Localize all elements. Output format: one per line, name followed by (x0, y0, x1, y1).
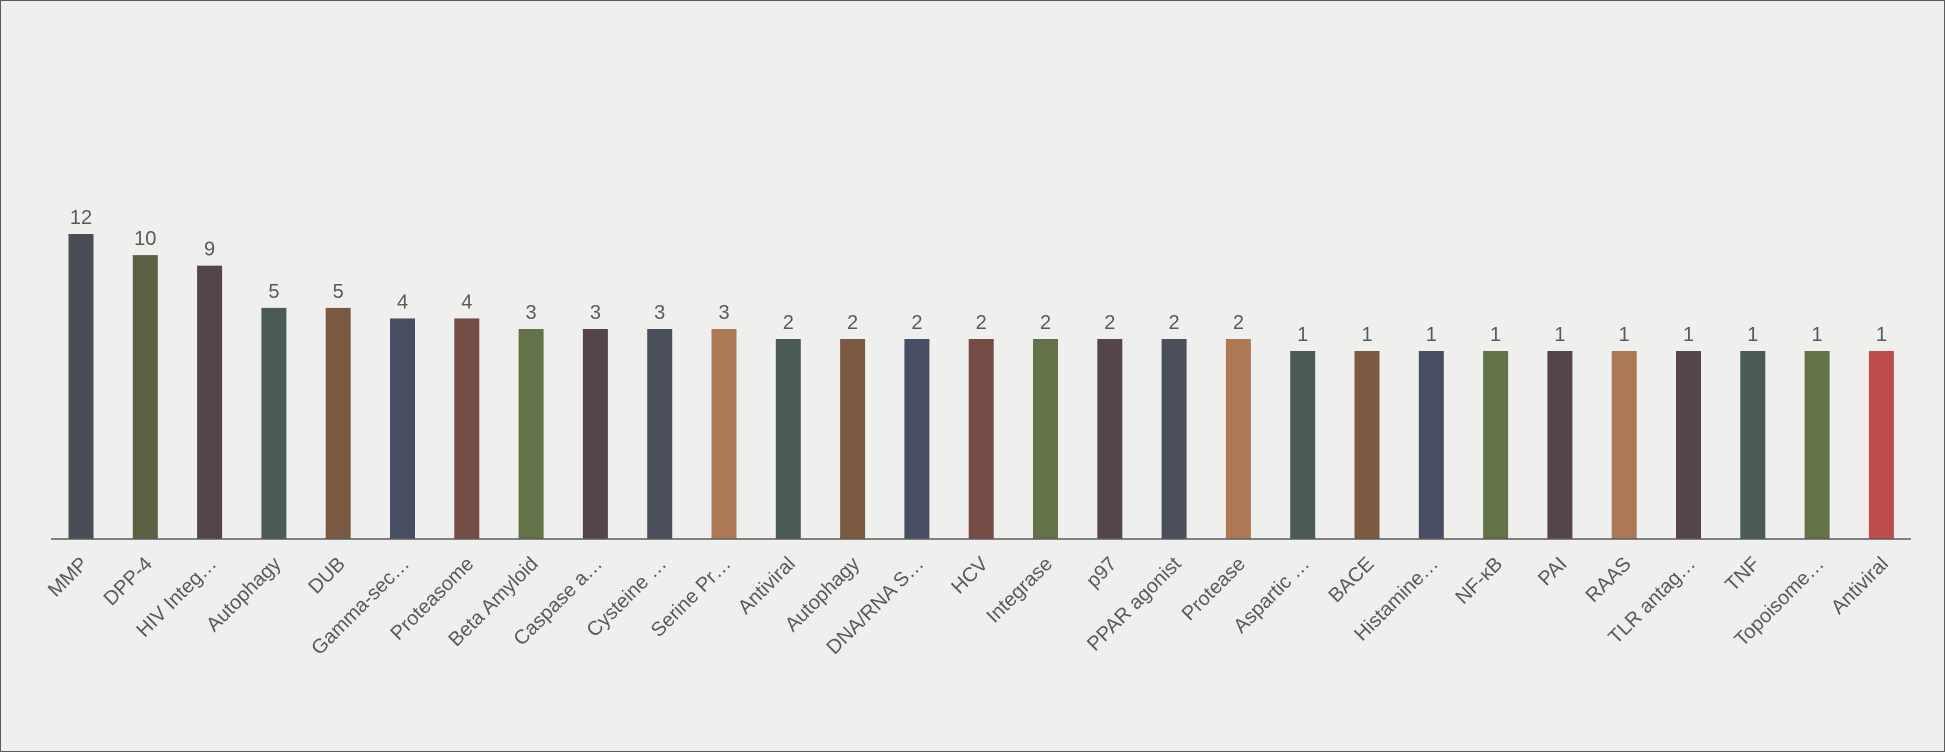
bar-value-label: 3 (654, 302, 665, 324)
x-tick-label: TNF (1721, 553, 1764, 596)
x-tick-label: Antiviral (734, 553, 800, 619)
bar-value-label: 1 (1426, 324, 1437, 346)
bar-value-label: 4 (461, 291, 472, 313)
bar-value-label: 3 (718, 302, 729, 324)
bar (1804, 351, 1830, 539)
x-tick-label: Antiviral (1827, 553, 1893, 619)
bar-value-label: 3 (526, 302, 537, 324)
bar (197, 265, 223, 539)
bar-value-label: 1 (1812, 324, 1823, 346)
bar (1225, 339, 1251, 539)
bar-value-label: 2 (847, 312, 858, 334)
bar-value-label: 2 (1169, 312, 1180, 334)
bar-value-label: 1 (1747, 324, 1758, 346)
bar (1418, 351, 1444, 539)
bar (1354, 351, 1380, 539)
bar (1611, 351, 1637, 539)
x-tick-label: RAAS (1582, 553, 1636, 607)
bar (711, 329, 737, 539)
value-labels-layer: 12 10 9 5 5 4 4 3 3 3 3 2 2 2 2 2 2 2 2 1 1 1 1 1 1 1 1 1 1 (70, 207, 1887, 346)
x-tick-label: DPP-4 (100, 553, 157, 610)
bar-value-label: 2 (1233, 312, 1244, 334)
bar (904, 339, 930, 539)
bar-value-label: 1 (1361, 324, 1372, 346)
bar-value-label: 1 (1490, 324, 1501, 346)
bar (775, 339, 801, 539)
bar-value-label: 1 (1554, 324, 1565, 346)
bar (1740, 351, 1766, 539)
bar (1290, 351, 1316, 539)
bar (68, 234, 94, 539)
x-tick-label: PAI (1534, 553, 1571, 590)
bar (1483, 351, 1509, 539)
x-tick-label: DUB (304, 553, 349, 598)
x-tick-label: p97 (1082, 553, 1121, 592)
bar (132, 255, 158, 539)
bar (454, 318, 480, 539)
bar-value-label: 1 (1683, 324, 1694, 346)
bar-value-label: 3 (590, 302, 601, 324)
bar (1676, 351, 1701, 539)
bar (325, 307, 351, 539)
bar-value-label: 1 (1297, 324, 1308, 346)
bar (1161, 339, 1187, 539)
x-tick-label: HCV (947, 553, 993, 599)
bar-value-label: 2 (976, 312, 987, 334)
x-tick-label: MMP (44, 553, 93, 602)
bar-value-label: 2 (1040, 312, 1051, 334)
bar (261, 307, 287, 539)
bar (968, 339, 994, 539)
bar-value-label: 9 (204, 239, 215, 261)
bar-value-label: 5 (268, 281, 279, 303)
bar-value-label: 12 (70, 207, 92, 229)
bar (840, 339, 866, 539)
bar (1097, 339, 1123, 539)
bar-value-label: 2 (1104, 312, 1115, 334)
x-tick-label: NF-κB (1452, 553, 1508, 609)
bar-value-label: 4 (397, 291, 408, 313)
bar (518, 329, 544, 539)
bar-value-label: 5 (333, 281, 344, 303)
bar-value-label: 10 (134, 228, 156, 250)
x-tick-label: BACE (1324, 553, 1378, 607)
bar (390, 318, 415, 539)
bar-value-label: 2 (783, 312, 794, 334)
bar (647, 329, 673, 539)
bar-value-label: 2 (911, 312, 922, 334)
bar (582, 329, 608, 539)
bar-value-label: 1 (1876, 324, 1887, 346)
bars-layer (68, 234, 1894, 539)
bar (1033, 339, 1058, 539)
bar (1868, 351, 1894, 539)
bar (1547, 351, 1573, 539)
bar-value-label: 1 (1619, 324, 1630, 346)
x-tick-label: Integrase (983, 553, 1058, 628)
